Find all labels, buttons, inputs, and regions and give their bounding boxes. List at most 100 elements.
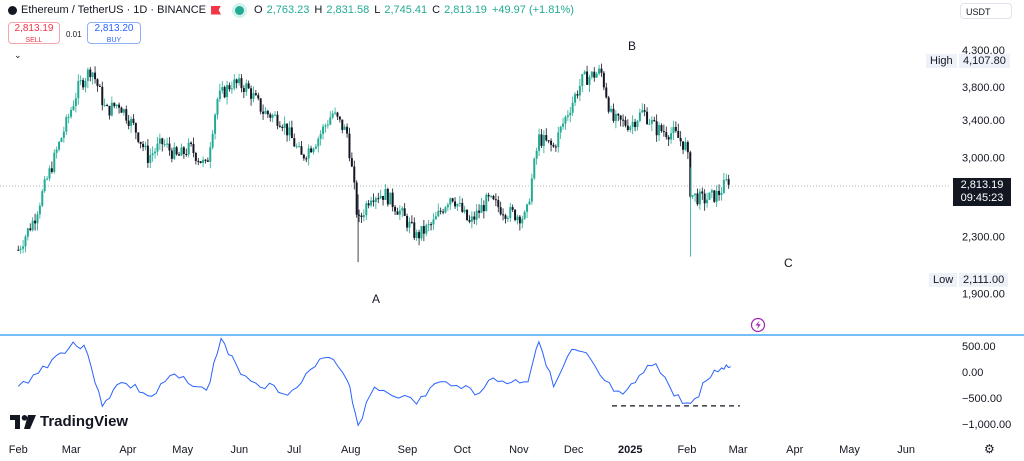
candle-body	[331, 113, 334, 118]
candle-body	[686, 142, 689, 153]
candle-body	[288, 127, 291, 136]
candle-body	[223, 87, 226, 98]
candle-body	[566, 115, 569, 117]
candle-body	[286, 123, 289, 136]
candle-body	[29, 228, 32, 231]
time-axis[interactable]: Feb Mar Apr May Jun Jul Aug Sep Oct Nov Dec 2025 Feb…	[9, 444, 915, 456]
candle-body	[427, 224, 430, 226]
candle-body	[17, 249, 20, 251]
candle-body	[36, 214, 39, 224]
candle-body	[449, 198, 452, 205]
candle-body	[293, 138, 296, 147]
candle-body	[134, 123, 137, 133]
candle-body	[154, 151, 157, 154]
symbol-icon	[8, 5, 17, 15]
candle-body	[238, 78, 241, 84]
candle-body	[122, 109, 125, 113]
candle-body	[206, 160, 209, 162]
candle-body	[67, 116, 70, 118]
candle-body	[406, 216, 409, 228]
candle-body	[713, 190, 716, 202]
tradingview-logo-icon	[10, 414, 36, 429]
candle-body	[701, 191, 704, 194]
open-value: 2,763.23	[266, 4, 310, 16]
candle-body	[514, 209, 517, 221]
current-price-tag: 2,813.19 09:45:23	[953, 178, 1011, 206]
candle-body	[310, 148, 313, 153]
candle-body	[564, 116, 567, 124]
candle-body	[226, 85, 229, 98]
candle-body	[120, 107, 123, 113]
lightning-icon[interactable]	[750, 317, 766, 333]
candle-body	[338, 116, 341, 120]
candle-body	[130, 118, 133, 126]
candle-body	[461, 202, 464, 212]
oscillator-axis[interactable]: 500.00 0.00 −500.00 −1,000.00	[962, 341, 1011, 431]
candle-body	[535, 150, 538, 159]
candle-body	[691, 195, 694, 197]
candle-body	[132, 118, 135, 124]
tradingview-logo[interactable]: TradingView	[10, 413, 128, 430]
candle-body	[264, 110, 267, 114]
time-tick-label: Oct	[454, 444, 471, 456]
candle-body	[499, 207, 502, 215]
candle-body	[706, 199, 709, 204]
candle-body	[418, 232, 421, 239]
candle-body	[156, 143, 159, 152]
candle-body	[379, 195, 382, 199]
candle-body	[444, 207, 447, 213]
candle-body	[720, 193, 723, 196]
symbol-title[interactable]: Ethereum / TetherUS · 1D · BINANCE	[21, 4, 207, 16]
time-tick-label: May	[839, 444, 860, 456]
candle-body	[595, 73, 598, 78]
candle-body	[334, 112, 337, 114]
candle-body	[470, 216, 473, 222]
flag-icon[interactable]	[211, 5, 222, 15]
gear-icon[interactable]: ⚙	[984, 442, 995, 456]
candle-body	[362, 215, 365, 218]
price-axis[interactable]: 4,300.003,800.003,400.003,000.002,600.00…	[962, 45, 1005, 300]
bar-countdown: 09:45:23	[960, 192, 1004, 204]
candle-body	[317, 138, 320, 147]
currency-selector[interactable]: USDT	[960, 3, 1012, 19]
candle-body	[593, 71, 596, 78]
candle-body	[602, 72, 605, 88]
candle-body	[252, 93, 255, 99]
candle-body	[185, 153, 188, 155]
candle-body	[336, 112, 339, 117]
buy-button[interactable]: 2,813.20 BUY	[87, 22, 141, 44]
candle-body	[170, 150, 173, 159]
candle-body	[504, 215, 507, 219]
candle-body	[166, 143, 169, 145]
time-tick-label: Jun	[230, 444, 248, 456]
time-tick-label: May	[172, 444, 193, 456]
candle-body	[302, 154, 305, 159]
candle-body	[646, 111, 649, 125]
candle-body	[605, 87, 608, 98]
collapse-chevron-icon[interactable]: ⌄	[14, 50, 22, 60]
low-label: Low	[929, 273, 958, 287]
time-tick-label: 2025	[618, 444, 642, 456]
candle-body	[391, 192, 394, 207]
candle-body	[415, 232, 418, 238]
candle-body	[626, 125, 629, 130]
candle-body	[110, 102, 113, 116]
candle-body	[487, 194, 490, 197]
buy-price: 2,813.20	[94, 23, 134, 34]
symbol-header[interactable]: Ethereum / TetherUS · 1D · BINANCE O 2,76…	[8, 4, 579, 16]
time-tick-label: Jun	[897, 444, 915, 456]
candle-body	[341, 119, 344, 130]
candle-body	[94, 72, 97, 80]
candle-body	[550, 140, 553, 145]
candle-body	[480, 205, 483, 213]
candle-body	[650, 119, 653, 124]
candle-body	[194, 153, 197, 161]
candle-body	[127, 120, 130, 126]
candle-body	[175, 147, 178, 155]
sell-button[interactable]: 2,813.19 SELL	[8, 22, 60, 44]
candle-body	[538, 134, 541, 151]
candle-body	[581, 74, 584, 86]
candle-body	[638, 112, 641, 121]
candle-body	[281, 126, 284, 128]
